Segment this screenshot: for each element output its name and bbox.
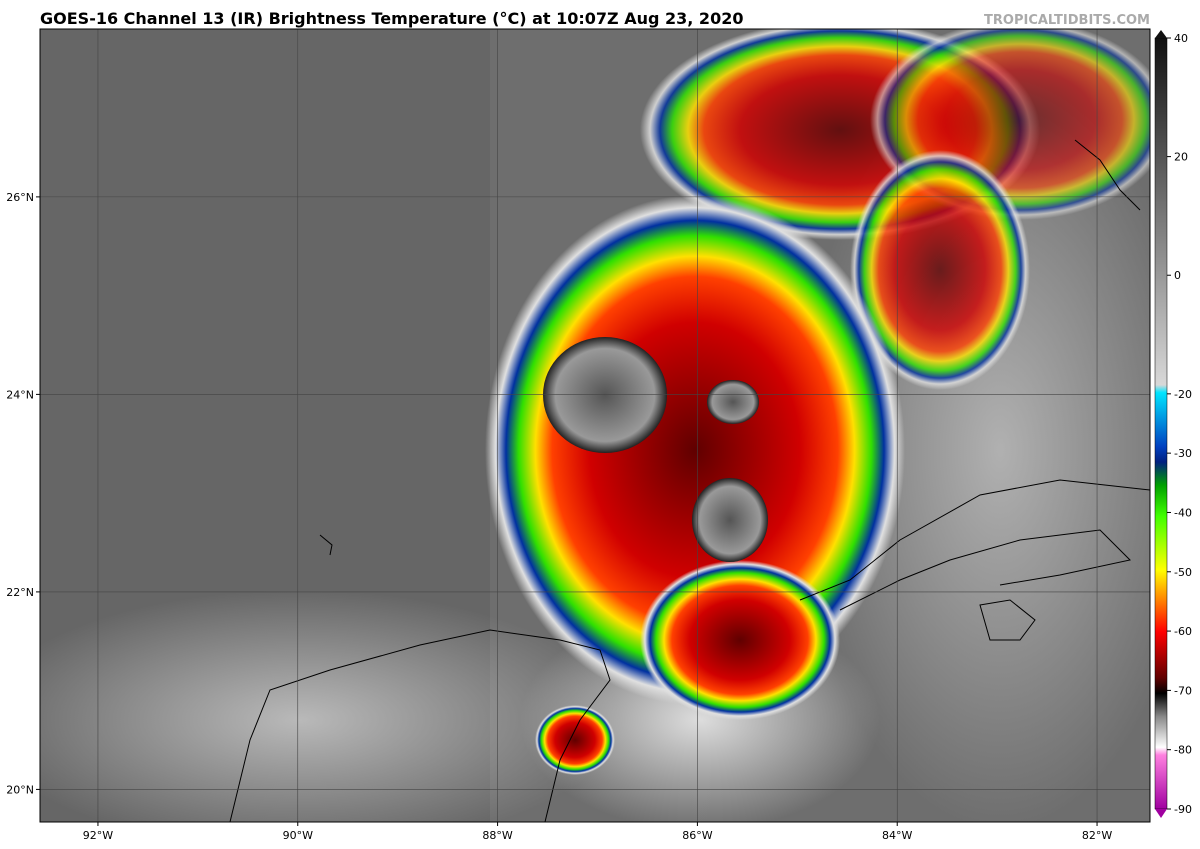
map-frame: [39, 28, 1151, 823]
lon-label: 86°W: [682, 829, 712, 842]
lon-label: 88°W: [482, 829, 512, 842]
lat-label: 26°N: [6, 191, 34, 204]
colorbar: [1154, 37, 1168, 810]
colorbar-arrow: [1155, 809, 1167, 818]
colorbar-label: -90: [1174, 803, 1192, 816]
colorbar-label: -20: [1174, 388, 1192, 401]
credit: TROPICALTIDBITS.COM: [984, 13, 1150, 28]
colorbar-label: -80: [1174, 744, 1192, 757]
lon-label: 92°W: [83, 829, 113, 842]
colorbar-label: 40: [1174, 32, 1188, 45]
lat-label: 22°N: [6, 586, 34, 599]
colorbar-label: -70: [1174, 684, 1192, 697]
colorbar-label: -50: [1174, 566, 1192, 579]
colorbar-arrow: [1155, 30, 1167, 38]
colorbar-label: -60: [1174, 625, 1192, 638]
title: GOES-16 Channel 13 (IR) Brightness Tempe…: [40, 9, 743, 28]
colorbar-label: 0: [1174, 269, 1181, 282]
colorbar-label: -40: [1174, 506, 1192, 519]
lon-label: 84°W: [882, 829, 912, 842]
imagery: [40, 29, 1150, 822]
lon-label: 90°W: [283, 829, 313, 842]
colorbar-label: -30: [1174, 447, 1192, 460]
lon-label: 82°W: [1082, 829, 1112, 842]
colorbar-label: 20: [1174, 151, 1188, 164]
lat-label: 24°N: [6, 388, 34, 401]
lat-label: 20°N: [6, 783, 34, 796]
